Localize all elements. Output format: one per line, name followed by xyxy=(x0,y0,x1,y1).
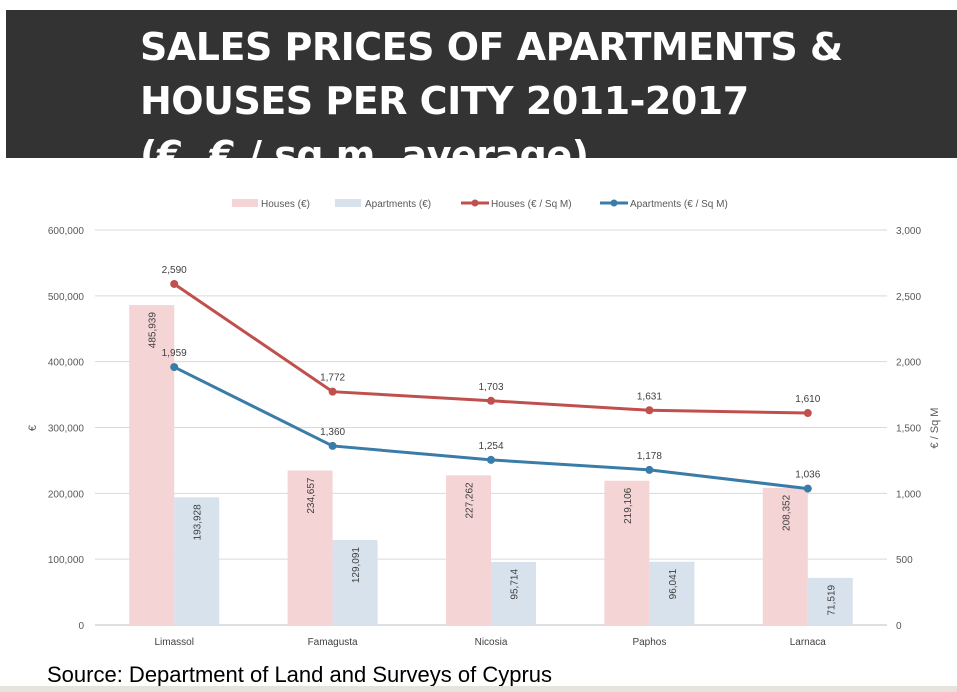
legend-label-houses: Houses (€) xyxy=(261,199,310,210)
y-tick-right: 1,500 xyxy=(896,424,921,435)
y-tick-right: 2,000 xyxy=(896,358,921,369)
apartments-bar xyxy=(649,561,695,625)
x-tick-label: Nicosia xyxy=(475,637,508,648)
y-tick-left: 400,000 xyxy=(48,358,85,369)
houses-bar xyxy=(762,487,808,625)
bars xyxy=(129,305,853,625)
houses-sqm-point xyxy=(170,279,179,288)
footer-strip xyxy=(0,686,957,692)
houses-sqm-label: 1,631 xyxy=(637,391,662,402)
y-axis-label-left: € xyxy=(27,425,39,431)
apartments-sqm-label: 1,254 xyxy=(478,441,503,452)
houses-sqm-label: 2,590 xyxy=(162,265,187,276)
title-banner: SALES PRICES OF APARTMENTS & HOUSES PER … xyxy=(6,10,957,177)
y-tick-left: 100,000 xyxy=(48,555,85,566)
data-labels: 485,939 234,657 227,262 219,106 208,352 193,9… xyxy=(148,265,838,616)
houses-sqm-label: 1,703 xyxy=(478,382,503,393)
y-tick-right: 0 xyxy=(896,621,902,632)
legend-label-houses-sqm: Houses (€ / Sq M) xyxy=(491,199,572,210)
apartments-bar xyxy=(174,497,220,625)
apartments-sqm-point xyxy=(170,363,179,372)
apartments-sqm-label: 1,360 xyxy=(320,427,345,438)
x-tick-label: Limassol xyxy=(154,637,193,648)
apartments-sqm-label: 1,178 xyxy=(637,451,662,462)
apartments-sqm-point xyxy=(328,441,337,450)
axis-ticks: 0 0 100,000 500 200,000 1,000 300,000 1,500 400,… xyxy=(48,226,922,648)
x-tick-label: Larnaca xyxy=(790,637,827,648)
houses-bar xyxy=(129,305,175,625)
houses-sqm-label: 1,772 xyxy=(320,373,345,384)
apartments-sqm-label: 1,959 xyxy=(162,348,187,359)
apartments-bar-label: 193,928 xyxy=(193,504,204,541)
apartments-bar-label: 96,041 xyxy=(668,568,679,599)
legend-label-apartments: Apartments (€) xyxy=(365,199,431,210)
houses-bar xyxy=(604,480,650,625)
y-tick-right: 2,500 xyxy=(896,292,921,303)
houses-bar-label: 227,262 xyxy=(465,482,476,519)
y-tick-left: 200,000 xyxy=(48,489,85,500)
y-tick-right: 500 xyxy=(896,555,913,566)
legend-swatch-apartments xyxy=(335,199,361,207)
houses-bar xyxy=(287,470,333,625)
lines xyxy=(170,279,812,493)
houses-sqm-point xyxy=(487,396,495,405)
houses-bar-label: 219,106 xyxy=(623,487,634,524)
y-tick-left: 500,000 xyxy=(48,292,85,303)
y-tick-right: 3,000 xyxy=(896,226,921,237)
apartments-sqm-point xyxy=(803,484,812,493)
houses-sqm-point xyxy=(328,387,337,396)
y-axis-label-right: € / Sq M xyxy=(929,408,941,449)
page-title: SALES PRICES OF APARTMENTS & HOUSES PER … xyxy=(140,20,940,182)
apartments-bar xyxy=(332,540,378,625)
apartments-bar xyxy=(807,577,853,625)
title-line-3: (€, € / sq m, average) xyxy=(140,133,589,177)
apartments-bar-label: 71,519 xyxy=(826,584,837,615)
houses-sqm-point xyxy=(803,409,812,418)
houses-bar-label: 208,352 xyxy=(781,494,792,531)
y-tick-left: 0 xyxy=(78,621,84,632)
source-note: Source: Department of Land and Surveys o… xyxy=(47,662,553,687)
y-tick-left: 600,000 xyxy=(48,226,85,237)
houses-sqm-label: 1,610 xyxy=(795,394,820,405)
houses-sqm-line xyxy=(173,282,808,415)
legend-marker-houses-sqm xyxy=(471,199,479,207)
apartments-bar-label: 129,091 xyxy=(351,547,362,584)
legend-label-apartments-sqm: Apartments (€ / Sq M) xyxy=(630,199,728,210)
y-tick-left: 300,000 xyxy=(48,424,85,435)
houses-bar-label: 234,657 xyxy=(306,477,317,514)
apartments-bar xyxy=(491,561,536,625)
title-line-1: SALES PRICES OF APARTMENTS & xyxy=(140,25,843,69)
apartments-bar-label: 95,714 xyxy=(510,569,521,600)
legend-swatch-houses xyxy=(232,199,258,207)
y-tick-right: 1,000 xyxy=(896,489,921,500)
houses-bar-label: 485,939 xyxy=(148,312,159,349)
legend-marker-apartments-sqm xyxy=(610,199,618,207)
title-line-2: HOUSES PER CITY 2011-2017 xyxy=(140,79,749,123)
apartments-sqm-point xyxy=(487,455,495,464)
apartments-sqm-point xyxy=(645,465,654,474)
combo-chart: 0 0 100,000 500 200,000 1,000 300,000 1,500 400,… xyxy=(27,199,941,648)
legend: Houses (€) Apartments (€) Houses (€ / Sq M… xyxy=(232,199,728,210)
houses-bar xyxy=(446,475,491,625)
apartments-sqm-label: 1,036 xyxy=(795,470,820,481)
houses-sqm-point xyxy=(645,406,654,415)
x-tick-label: Paphos xyxy=(632,637,666,648)
x-tick-label: Famagusta xyxy=(308,637,358,648)
